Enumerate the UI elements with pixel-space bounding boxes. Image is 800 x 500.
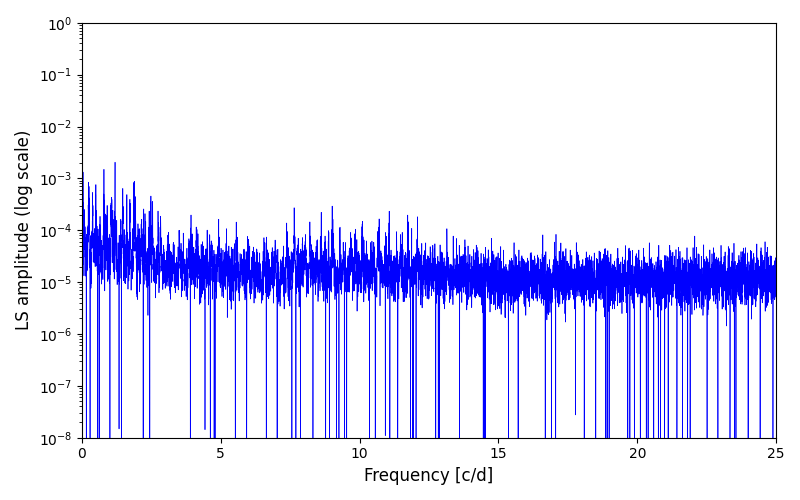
- Y-axis label: LS amplitude (log scale): LS amplitude (log scale): [15, 130, 33, 330]
- X-axis label: Frequency [c/d]: Frequency [c/d]: [364, 467, 494, 485]
